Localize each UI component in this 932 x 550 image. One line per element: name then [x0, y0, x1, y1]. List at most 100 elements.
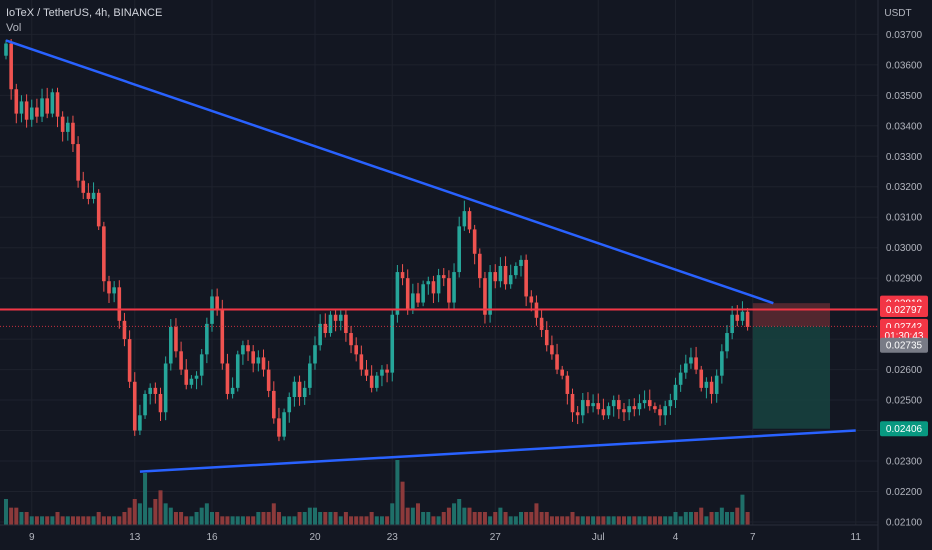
volume-bar — [76, 516, 81, 525]
volume-bar — [400, 481, 405, 525]
candle-body — [215, 296, 219, 309]
candle-body — [71, 122, 75, 145]
time-tick-label: 9 — [29, 532, 35, 543]
candle-body — [359, 354, 364, 370]
volume-bar — [287, 516, 292, 525]
volume-bar — [127, 507, 132, 525]
volume-bar — [390, 503, 395, 525]
candle-body — [364, 369, 369, 376]
volume-bar — [55, 512, 60, 525]
candle-body — [725, 333, 729, 352]
candle-body — [163, 363, 168, 413]
candle-body — [550, 345, 554, 355]
volume-bar — [9, 507, 14, 525]
drawings[interactable] — [0, 39, 878, 473]
volume-bar — [627, 516, 632, 525]
candle-body — [436, 275, 441, 294]
volume-bar — [163, 503, 168, 525]
price-tick-label: 0.03600 — [886, 60, 923, 71]
candle-body — [447, 278, 451, 303]
candle-body — [287, 397, 292, 413]
volume-bar — [328, 512, 333, 525]
volume-bar — [462, 507, 467, 525]
price-axis-panel — [878, 0, 932, 550]
candle-body — [565, 375, 570, 394]
candle-body — [297, 381, 302, 398]
volume-bar — [24, 512, 29, 525]
volume-bar — [555, 516, 560, 525]
volume-bar — [730, 512, 735, 525]
candle-body — [333, 314, 338, 321]
candle-body — [266, 369, 271, 391]
volume-bar — [431, 516, 436, 525]
volume-bar — [591, 516, 596, 525]
volume-bar — [240, 516, 245, 525]
volume-bar — [343, 512, 348, 525]
volume-bar — [436, 516, 441, 525]
candle-body — [632, 406, 637, 410]
price-label-box — [880, 302, 928, 318]
volume-bar — [4, 499, 8, 525]
volume-bar — [441, 512, 446, 525]
candle-body — [678, 372, 683, 385]
volume-bar — [271, 503, 276, 525]
candle-body — [148, 387, 152, 394]
candle-body — [76, 144, 80, 181]
candle-body — [313, 345, 317, 364]
candle-body — [704, 381, 709, 388]
candle-body — [586, 400, 590, 407]
stop-loss-zone — [752, 303, 830, 327]
time-tick-label: 20 — [309, 532, 321, 543]
volume-bar — [215, 512, 220, 525]
volume-bar — [735, 507, 740, 525]
volume-bar — [148, 507, 153, 525]
volume-bar — [302, 512, 307, 525]
candle-body — [653, 406, 657, 410]
candle-body — [544, 329, 549, 346]
volume-bar — [493, 512, 498, 525]
volume-bar — [101, 516, 106, 525]
position-zones[interactable] — [752, 303, 830, 429]
candle-body — [637, 403, 642, 410]
volume-bar — [699, 507, 704, 525]
candle-body — [81, 180, 86, 193]
volume-bar — [652, 516, 657, 525]
candle-body — [277, 418, 281, 437]
volume-bar — [622, 516, 626, 525]
candle-body — [246, 345, 250, 352]
chart-header: IoTeX / TetherUS, 4h, BINANCE Vol — [6, 6, 162, 36]
candle-body — [50, 92, 55, 114]
candle-body — [503, 265, 508, 285]
candle-body — [4, 43, 8, 56]
volume-bar — [405, 507, 410, 525]
candle-body — [431, 281, 436, 294]
price-labels: 0.028180.027970.0274201:30:430.027350.02… — [880, 295, 928, 437]
volume-bar — [570, 512, 575, 525]
volume-bar — [632, 516, 637, 525]
volume-bar — [354, 516, 359, 525]
volume-bar — [611, 516, 616, 525]
volume-bar — [307, 507, 312, 525]
price-label-text: 0.02742 — [886, 322, 923, 333]
candle-body — [179, 351, 183, 370]
candle-body — [467, 211, 472, 230]
price-tick-label: 0.02100 — [886, 517, 923, 528]
volume-bar — [565, 516, 570, 525]
candle-body — [395, 272, 400, 315]
volume-bar — [385, 516, 390, 525]
volume-bar — [225, 516, 230, 525]
candle-body — [400, 272, 405, 279]
volume-bar — [585, 516, 590, 525]
candle-body — [642, 400, 647, 404]
candle-body — [143, 393, 147, 416]
price-tick-label: 0.02300 — [886, 457, 923, 468]
candle-body — [194, 375, 199, 379]
candle-body — [514, 265, 518, 276]
candle-body — [611, 400, 616, 407]
price-tick-label: 0.03700 — [886, 30, 923, 41]
volume-bar — [513, 516, 518, 525]
volume-bar — [529, 512, 534, 525]
